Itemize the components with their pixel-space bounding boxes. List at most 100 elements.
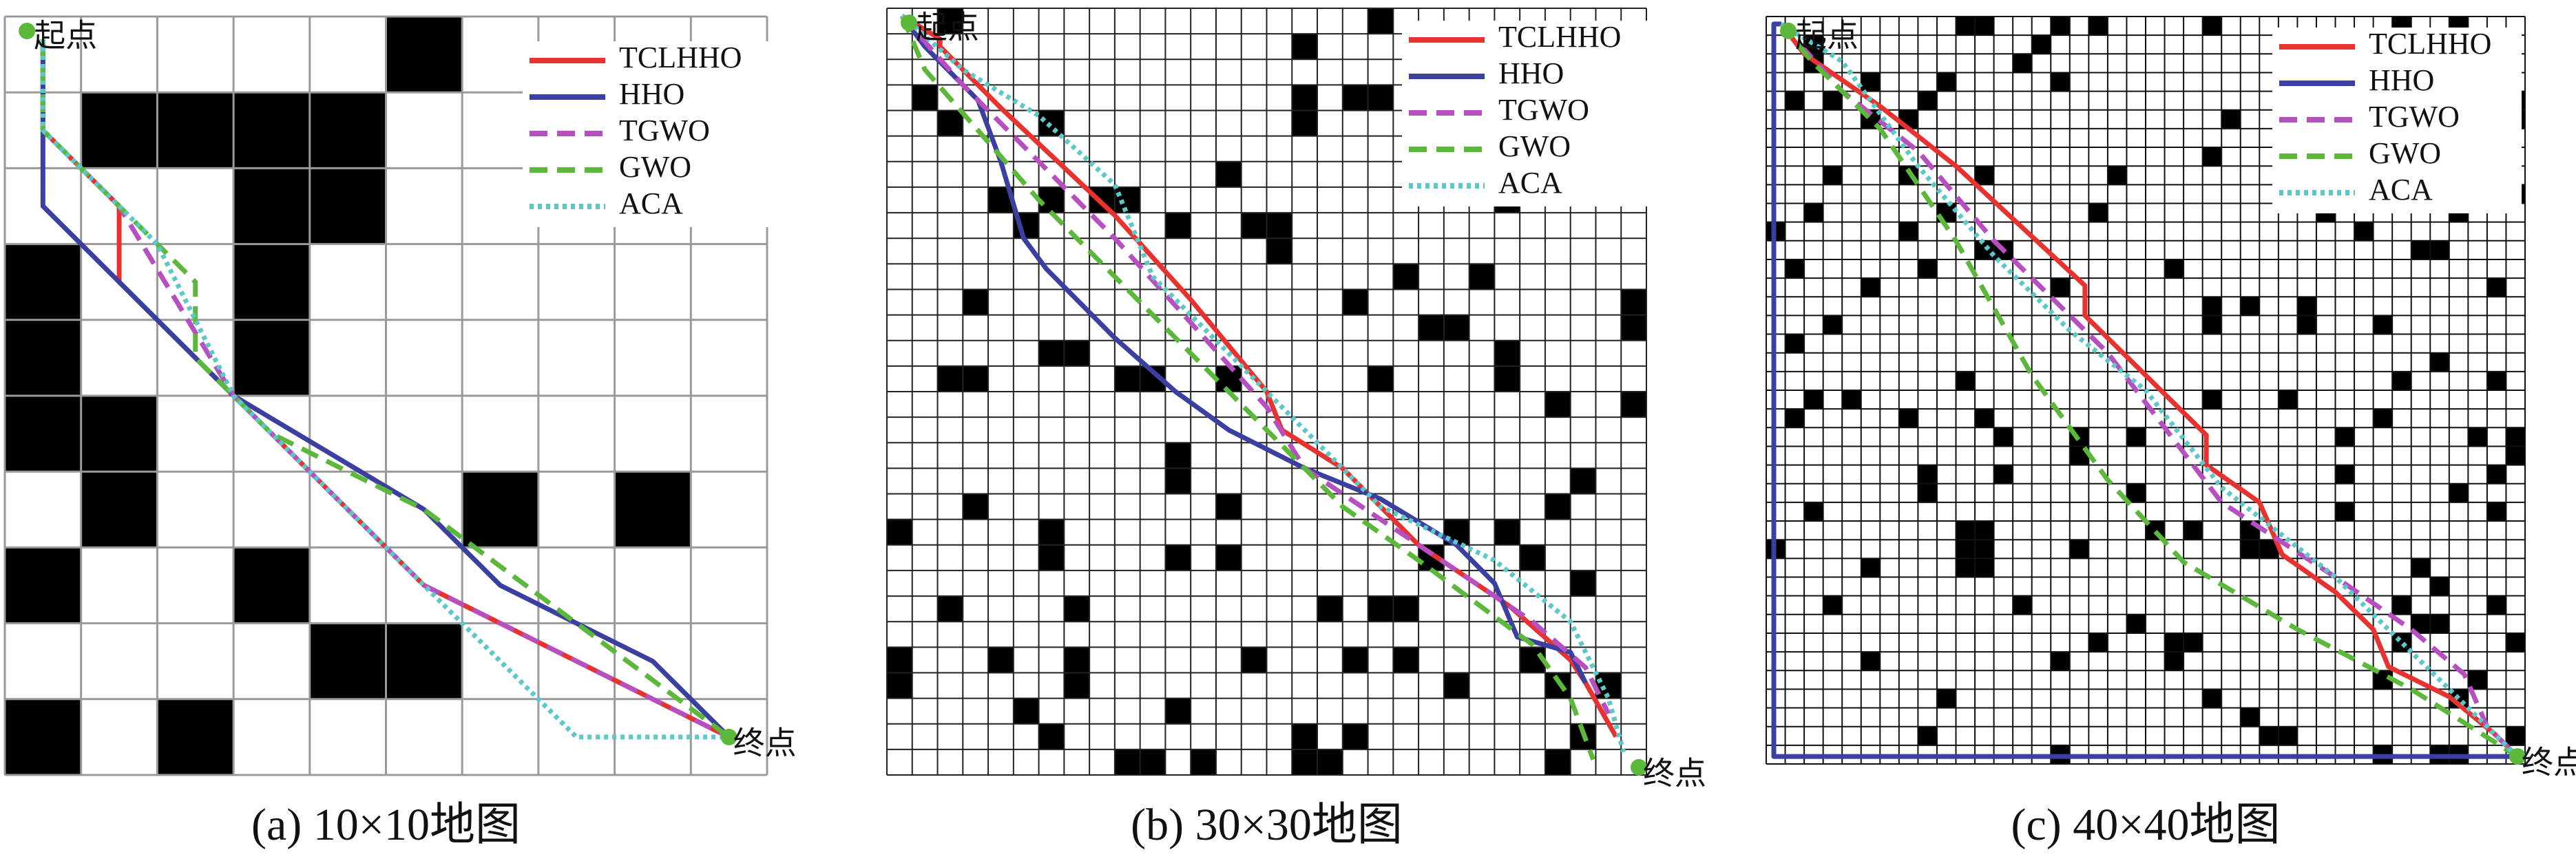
obstacle xyxy=(1165,213,1191,239)
obstacle xyxy=(1861,652,1881,671)
obstacle xyxy=(2051,278,2070,297)
obstacle xyxy=(963,493,989,520)
obstacle xyxy=(2278,726,2298,745)
obstacle xyxy=(1570,570,1596,597)
legend-label: HHO xyxy=(1498,56,1564,90)
obstacle xyxy=(1785,409,1805,428)
obstacle xyxy=(1342,647,1368,673)
obstacle xyxy=(1975,409,1994,428)
route-aca xyxy=(900,14,1626,753)
obstacle xyxy=(2430,577,2449,596)
obstacle xyxy=(1494,365,1520,392)
obstacle xyxy=(887,519,912,545)
obstacle xyxy=(1241,647,1267,673)
legend-label: ACA xyxy=(619,187,683,220)
obstacle xyxy=(1038,110,1065,136)
obstacle xyxy=(912,85,938,111)
legend-label: TGWO xyxy=(1498,93,1589,127)
obstacle xyxy=(2468,427,2487,447)
obstacle xyxy=(81,471,158,548)
obstacle xyxy=(1038,519,1065,545)
obstacle xyxy=(1861,72,1881,92)
route-tgwo xyxy=(40,39,731,740)
obstacle xyxy=(233,547,310,624)
obstacle xyxy=(5,547,81,624)
route-gwo xyxy=(899,14,1596,761)
obstacle xyxy=(1215,161,1242,187)
end-marker xyxy=(2509,748,2526,765)
obstacle xyxy=(1368,365,1394,392)
obstacle xyxy=(988,647,1014,673)
obstacle xyxy=(1368,85,1394,111)
obstacle xyxy=(1785,259,1805,279)
obstacle xyxy=(1064,340,1090,366)
obstacle xyxy=(1165,443,1191,469)
obstacle xyxy=(2506,446,2525,465)
obstacle xyxy=(1393,264,1419,290)
obstacle xyxy=(1621,392,1646,418)
obstacle xyxy=(2486,465,2506,484)
obstacle xyxy=(1064,647,1090,673)
obstacle xyxy=(81,396,158,472)
obstacle xyxy=(233,319,310,396)
obstacle xyxy=(2202,147,2222,167)
obstacle xyxy=(2354,222,2374,241)
obstacle xyxy=(1266,238,1292,264)
panel-caption: (b) 30×30地图 xyxy=(1131,800,1403,850)
obstacle xyxy=(5,699,81,775)
obstacle xyxy=(1956,558,1976,577)
obstacle xyxy=(1544,749,1571,775)
obstacle xyxy=(2240,540,2260,559)
obstacle xyxy=(1918,91,1937,110)
obstacle xyxy=(1114,749,1140,775)
obstacle xyxy=(1292,749,1318,775)
obstacle xyxy=(1956,540,1976,559)
obstacle xyxy=(5,319,81,396)
obstacle xyxy=(1993,465,2013,484)
obstacle xyxy=(462,471,538,548)
obstacle xyxy=(233,92,310,169)
obstacle xyxy=(1342,723,1368,750)
obstacle xyxy=(1443,672,1469,699)
obstacle xyxy=(309,168,386,244)
obstacle xyxy=(157,92,234,169)
obstacle xyxy=(1469,264,1495,290)
obstacle xyxy=(1292,85,1318,111)
legend-label: TGWO xyxy=(2369,100,2460,134)
obstacle xyxy=(1191,749,1216,775)
obstacle xyxy=(2278,390,2298,410)
end-marker xyxy=(720,728,737,745)
obstacle xyxy=(887,647,912,673)
start-label: 起点 xyxy=(1795,18,1858,53)
obstacle xyxy=(2202,297,2222,316)
obstacle xyxy=(2184,521,2203,540)
obstacle xyxy=(937,365,963,392)
obstacle xyxy=(2486,595,2506,615)
obstacle xyxy=(386,623,463,699)
obstacle xyxy=(614,471,691,548)
route-aca xyxy=(1780,21,2520,758)
start-marker xyxy=(901,14,918,32)
obstacle xyxy=(2335,465,2355,484)
route-aca xyxy=(40,39,729,740)
route-gwo xyxy=(1779,22,2519,759)
obstacle xyxy=(1956,521,1976,540)
obstacle xyxy=(1064,672,1090,699)
obstacle xyxy=(2240,297,2260,316)
obstacle xyxy=(1393,596,1419,622)
obstacle xyxy=(2430,614,2449,633)
obstacle xyxy=(2088,203,2108,222)
obstacle xyxy=(1317,749,1343,775)
obstacle xyxy=(2202,689,2222,708)
panel-caption: (c) 40×40地图 xyxy=(2011,800,2281,850)
obstacle xyxy=(2449,483,2469,502)
obstacle xyxy=(2411,558,2431,577)
start-marker xyxy=(19,23,36,40)
obstacle xyxy=(1975,166,1994,185)
obstacle xyxy=(2202,17,2222,36)
route-tclhho xyxy=(1779,22,2520,758)
obstacle xyxy=(1215,544,1242,571)
obstacle xyxy=(1898,409,1918,428)
